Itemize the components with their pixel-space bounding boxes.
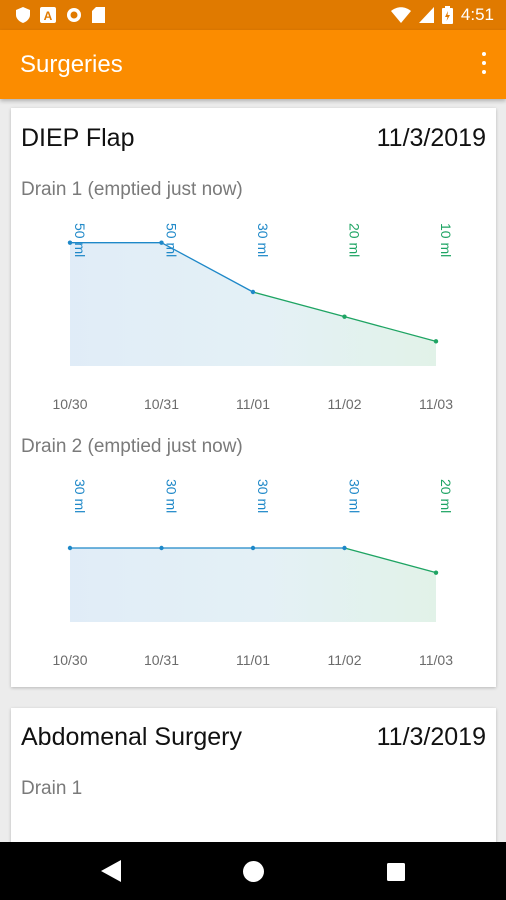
shield-icon (16, 7, 30, 23)
data-point (433, 339, 439, 344)
data-label: 30 ml (347, 479, 363, 513)
x-tick-label: 11/02 (328, 652, 362, 668)
data-label: 50 ml (72, 223, 88, 257)
surgery-name: Abdomenal Surgery (21, 723, 242, 751)
data-point (342, 545, 347, 551)
chart-area (70, 548, 436, 622)
x-tick-label: 10/30 (52, 652, 87, 668)
x-tick-label: 11/01 (236, 652, 270, 668)
page-title: Surgeries (20, 51, 123, 78)
x-tick-label: 10/31 (144, 652, 179, 668)
data-label: 50 ml (164, 223, 180, 257)
x-tick-label: 10/31 (144, 396, 179, 412)
drain-label: Drain 2 (emptied just now) (21, 436, 243, 457)
data-point (250, 289, 256, 295)
notification-icons: A (16, 7, 105, 23)
system-icons: 4:51 (390, 5, 494, 25)
x-tick-label: 11/03 (419, 652, 453, 668)
wifi-icon (390, 7, 411, 23)
chart-line-segment (252, 291, 345, 318)
surgery-date: 11/3/2019 (376, 124, 486, 152)
sd-card-icon (92, 7, 105, 23)
recents-icon[interactable] (387, 863, 405, 881)
data-point (159, 545, 164, 551)
chart-line-segment (344, 547, 437, 574)
navigation-bar (0, 842, 506, 900)
drain-label: Drain 1 (emptied just now) (21, 179, 243, 200)
overflow-menu-icon[interactable] (478, 52, 490, 78)
data-label: 30 ml (164, 479, 180, 513)
surgery-date: 11/3/2019 (376, 723, 486, 751)
x-tick-label: 11/02 (328, 396, 362, 412)
data-point (433, 570, 439, 575)
battery-icon (441, 6, 453, 24)
drain-label: Drain 1 (21, 778, 83, 799)
app-bar: Surgeries (0, 30, 506, 99)
surgery-card[interactable]: DIEP Flap 11/3/2019 Drain 1 (emptied jus… (11, 108, 496, 687)
x-tick-label: 11/03 (419, 396, 453, 412)
chart-line-segment (344, 316, 437, 342)
status-time: 4:51 (460, 5, 494, 24)
data-label: 20 ml (438, 479, 454, 513)
data-point (250, 545, 256, 551)
surgery-card[interactable]: Abdomenal Surgery 11/3/2019 Drain 1 (11, 708, 496, 848)
chart-line-segment (161, 242, 254, 293)
data-label: 30 ml (255, 223, 271, 257)
data-point (159, 240, 164, 245)
app-a-icon: A (40, 7, 56, 23)
home-icon[interactable] (243, 861, 264, 882)
data-label: 10 ml (438, 223, 454, 257)
data-point (67, 240, 73, 245)
status-bar: A 4:51 (0, 0, 506, 30)
svg-text:A: A (44, 9, 53, 23)
chart-area (70, 242, 436, 366)
record-icon (67, 8, 81, 22)
drain-chart: 50 ml 10/30 50 ml 10/31 30 ml 11/01 20 ml 11/02… (52, 223, 454, 412)
back-icon[interactable] (101, 860, 121, 882)
data-label: 30 ml (72, 479, 88, 513)
x-tick-label: 10/30 (52, 396, 87, 412)
x-tick-label: 11/01 (236, 396, 270, 412)
surgery-name: DIEP Flap (21, 124, 135, 152)
data-point (67, 545, 73, 551)
data-label: 30 ml (255, 479, 271, 513)
signal-icon (418, 7, 434, 23)
data-point (342, 314, 347, 319)
drain-chart: 30 ml 10/30 30 ml 10/31 30 ml 11/01 30 ml 11/02… (52, 479, 454, 668)
data-label: 20 ml (347, 223, 363, 257)
